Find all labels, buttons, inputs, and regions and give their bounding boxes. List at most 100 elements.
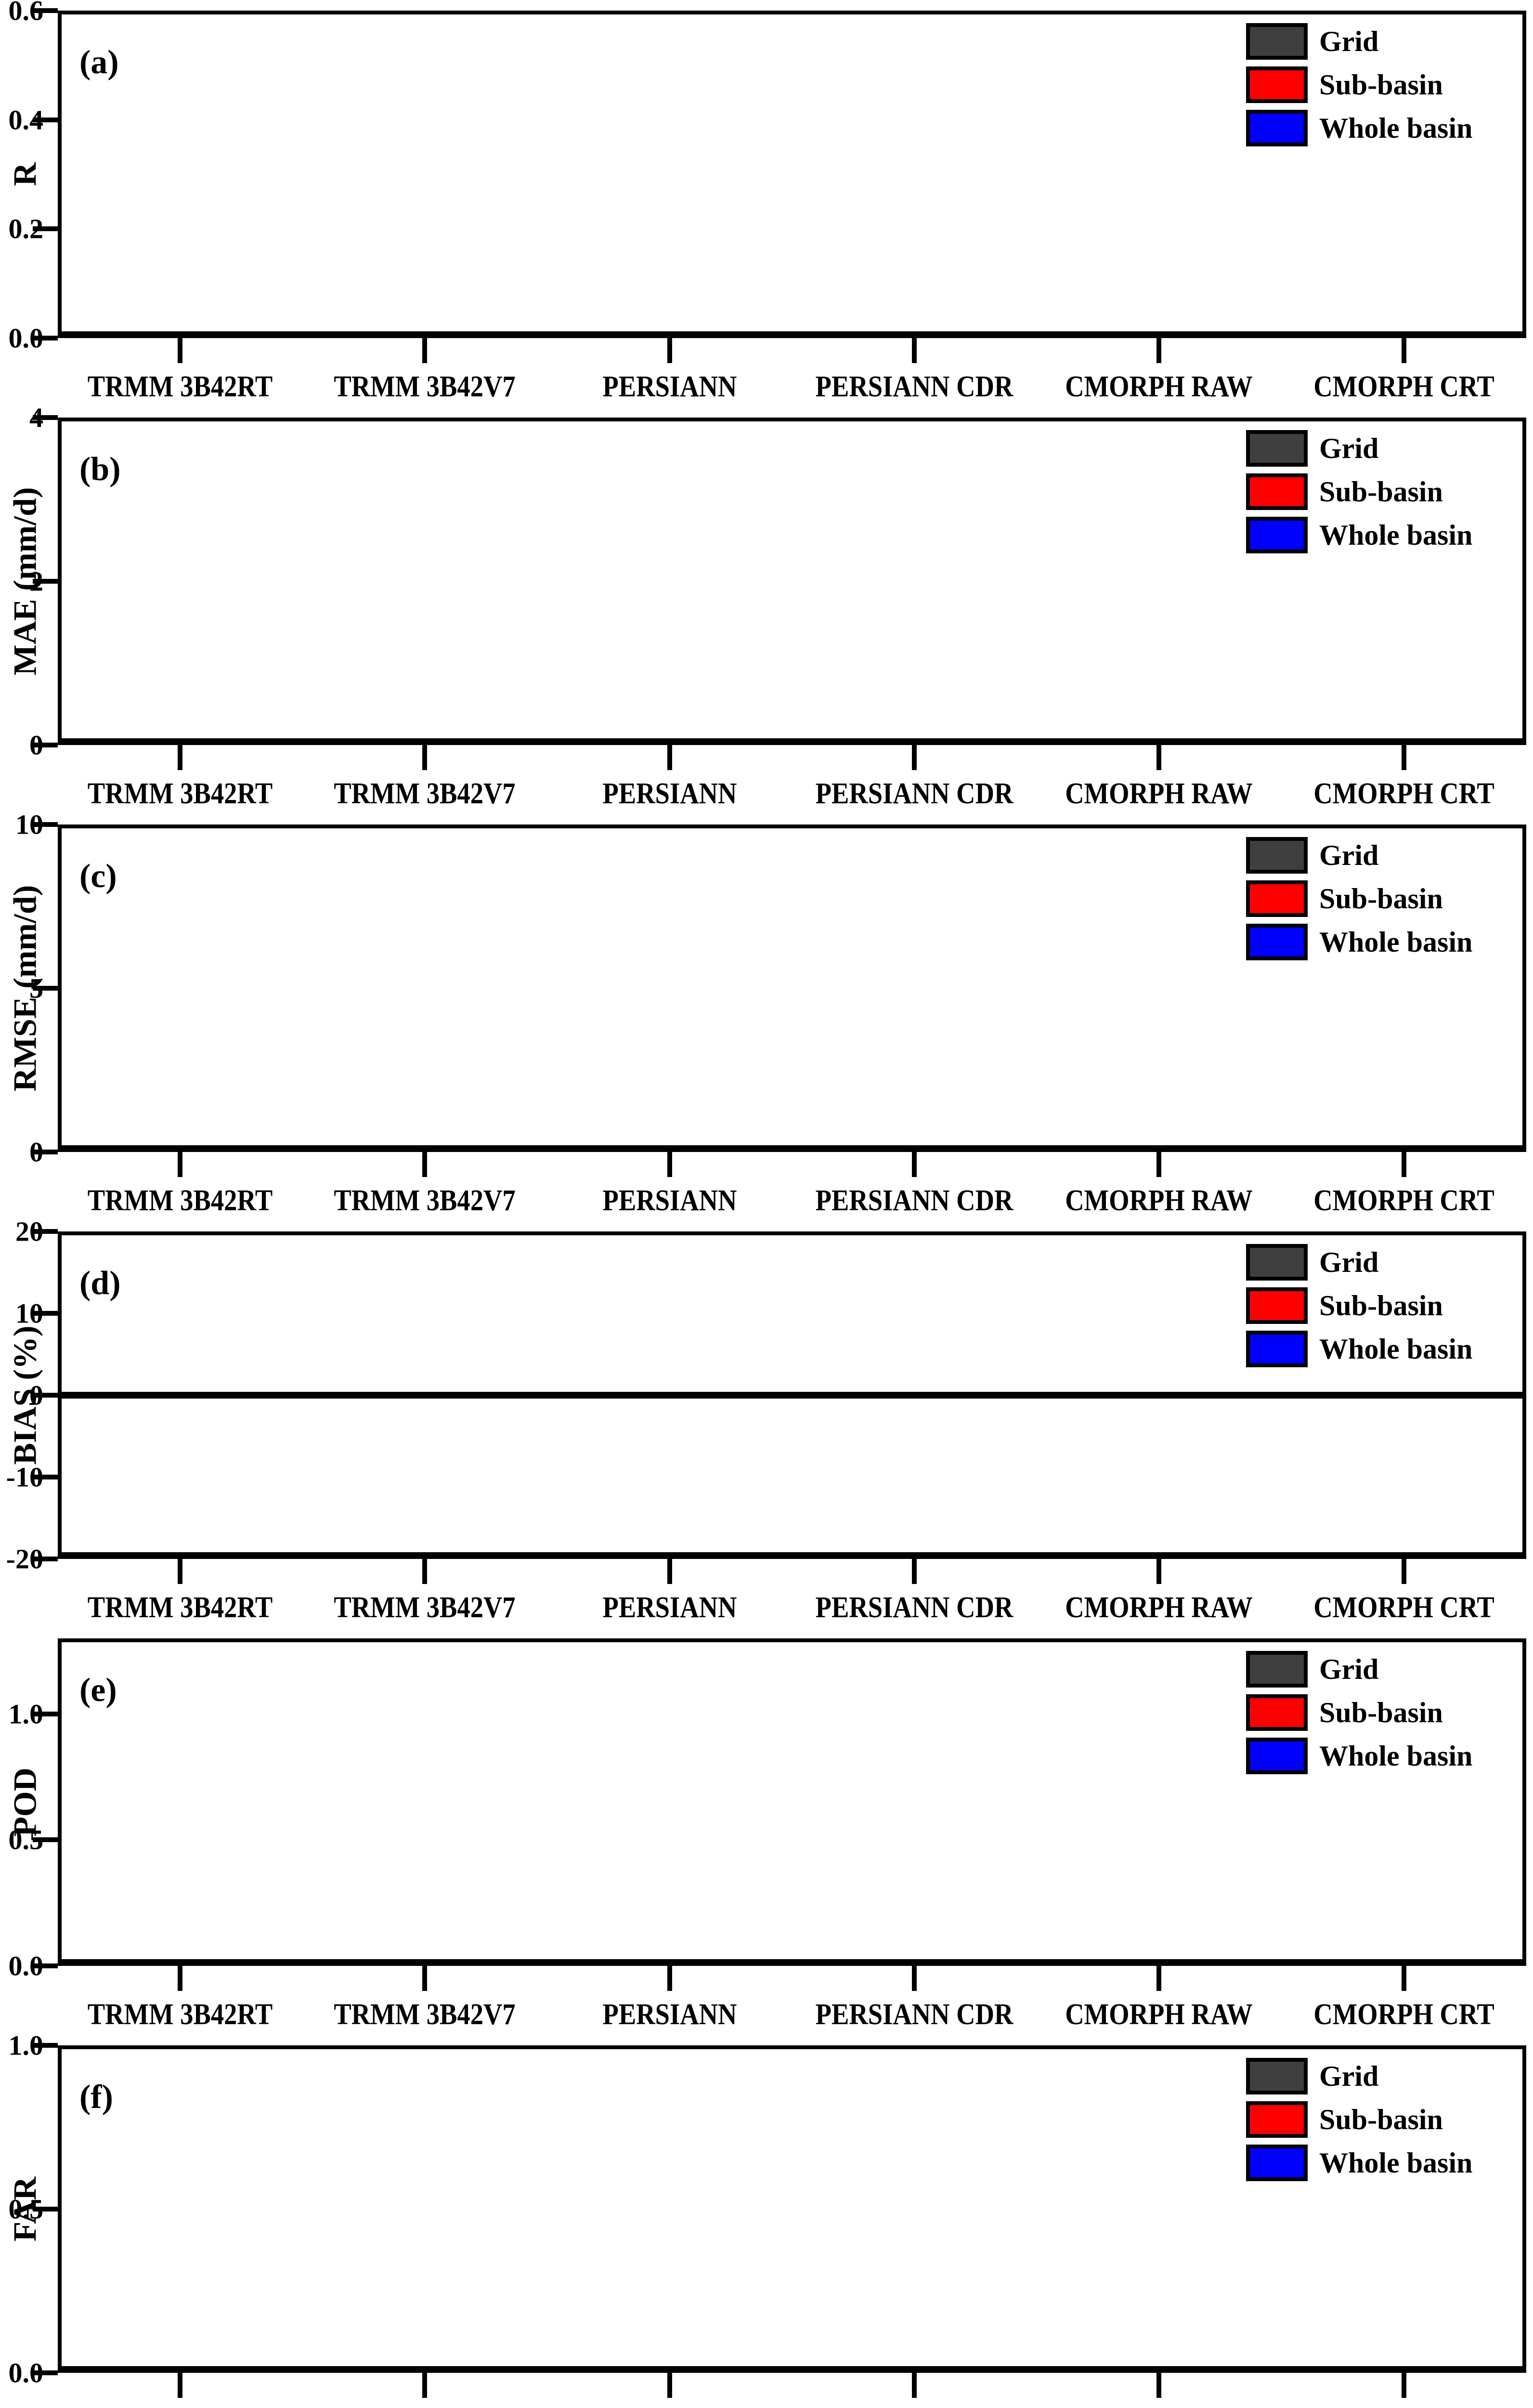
y-tick-mark: [33, 743, 58, 747]
x-tick-mark: [912, 2373, 917, 2398]
x-category-label: PERSIANN: [602, 777, 737, 810]
x-tick-mark: [912, 1966, 917, 1991]
x-category-label: PERSIANN CDR: [815, 370, 1013, 403]
legend-swatch-grid: [1246, 23, 1308, 60]
y-tick-mark: [33, 8, 58, 13]
x-tick-mark: [422, 745, 427, 770]
y-tick-mark: [33, 118, 58, 122]
legend-item: Whole basin: [1246, 924, 1472, 960]
x-tick-mark: [667, 1559, 672, 1584]
legend-item: Grid: [1246, 1651, 1472, 1688]
x-category-label: CMORPH RAW: [1065, 1591, 1253, 1624]
legend-swatch-grid: [1246, 837, 1308, 874]
legend-swatch-sub-basin: [1246, 880, 1308, 917]
legend-item: Grid: [1246, 2058, 1472, 2094]
y-tick-label: 0.4: [8, 104, 44, 136]
x-category-label: TRMM 3B42V7: [334, 1591, 516, 1624]
y-tick-label: 4: [29, 402, 43, 433]
legend-item-label: Grid: [1319, 2060, 1379, 2092]
panel-letter-e: (e): [79, 1672, 117, 1709]
x-tick-mark: [667, 1966, 672, 1991]
x-tick-mark: [1402, 1966, 1406, 1991]
x-tick-mark: [1402, 1559, 1406, 1584]
x-category-label: TRMM 3B42V7: [334, 1998, 516, 2031]
y-tick-label: 0.2: [8, 213, 44, 245]
x-category-label: PERSIANN CDR: [816, 2405, 1013, 2408]
x-tick-mark: [912, 745, 917, 770]
x-category-label: TRMM 3B42RT: [88, 2405, 273, 2408]
legend-swatch-sub-basin: [1246, 2101, 1308, 2138]
legend-swatch-whole-basin: [1246, 1331, 1308, 1367]
y-tick-mark: [33, 226, 58, 231]
x-tick-mark: [1402, 338, 1406, 363]
legend-item-label: Whole basin: [1319, 519, 1473, 551]
legend-item-label: Grid: [1319, 839, 1379, 871]
x-category-label: TRMM 3B42V7: [334, 1184, 516, 1217]
x-category-label: TRMM 3B42V7: [334, 777, 516, 810]
x-tick-mark: [667, 2373, 672, 2398]
y-tick-mark: [33, 2043, 58, 2048]
x-category-label: CMORPH CRT: [1313, 1998, 1494, 2031]
legend-item-label: Grid: [1319, 1653, 1379, 1685]
y-tick-mark: [33, 1475, 58, 1479]
x-category-label: TRMM 3B42RT: [87, 777, 273, 810]
legend: Grid Sub-basin Whole basin: [1246, 837, 1472, 967]
y-tick-label: 0.6: [8, 0, 44, 26]
x-category-label: CMORPH RAW: [1065, 370, 1253, 403]
y-tick-label: 10: [15, 1297, 43, 1329]
x-category-label: CMORPH RAW: [1065, 2405, 1252, 2408]
x-category-label: CMORPH CRT: [1313, 370, 1494, 403]
x-tick-mark: [1402, 2373, 1406, 2398]
x-tick-mark: [422, 338, 427, 363]
y-tick-label: 0.0: [8, 2357, 44, 2389]
legend-swatch-whole-basin: [1246, 924, 1308, 960]
x-category-label: CMORPH CRT: [1313, 777, 1494, 810]
y-tick-label: 0.0: [8, 322, 44, 354]
panel-c: RMSE (mm/d) 0 5 10 TRMM 3B42RT TRMM 3B42V7 PER…: [0, 809, 1533, 1221]
x-tick-mark: [1156, 338, 1161, 363]
x-tick-mark: [178, 1152, 182, 1177]
x-tick-mark: [912, 1152, 917, 1177]
y-tick-label: 1.0: [8, 1698, 44, 1730]
legend-swatch-sub-basin: [1246, 1287, 1308, 1324]
y-axis-label: R: [6, 162, 43, 186]
x-category-label: TRMM 3B42RT: [87, 370, 273, 403]
legend: Grid Sub-basin Whole basin: [1246, 2058, 1472, 2188]
plot-frame: [58, 11, 1526, 338]
y-tick-mark: [33, 822, 58, 827]
x-tick-mark: [667, 1152, 672, 1177]
x-category-label: PERSIANN: [603, 2405, 737, 2408]
legend-swatch-grid: [1246, 1244, 1308, 1281]
legend-item: Sub-basin: [1246, 473, 1472, 510]
legend-swatch-grid: [1246, 1651, 1308, 1688]
legend-swatch-whole-basin: [1246, 1738, 1308, 1774]
x-category-label: PERSIANN CDR: [815, 777, 1013, 810]
x-category-label: CMORPH CRT: [1313, 1591, 1494, 1624]
zero-axis-line: [58, 1392, 1526, 1399]
legend: Grid Sub-basin Whole basin: [1246, 1651, 1472, 1781]
y-tick-label: 1.0: [8, 2029, 44, 2061]
x-category-label: TRMM 3B42V7: [334, 2405, 515, 2408]
legend-item-label: Whole basin: [1319, 112, 1473, 144]
legend-item-label: Sub-basin: [1319, 1290, 1443, 1322]
y-tick-mark: [33, 1150, 58, 1154]
legend-item: Whole basin: [1246, 110, 1472, 146]
x-tick-mark: [667, 338, 672, 363]
x-tick-mark: [1156, 1559, 1161, 1584]
legend-item-label: Sub-basin: [1319, 2104, 1443, 2135]
y-tick-mark: [33, 986, 58, 991]
x-tick-mark: [178, 1966, 182, 1991]
x-category-label: PERSIANN CDR: [815, 1998, 1013, 2031]
legend-item: Whole basin: [1246, 2145, 1472, 2181]
y-tick-mark: [33, 1963, 58, 1968]
x-tick-mark: [1402, 745, 1406, 770]
legend-swatch-whole-basin: [1246, 2145, 1308, 2181]
legend-item: Grid: [1246, 1244, 1472, 1281]
y-tick-mark: [33, 1311, 58, 1316]
x-category-label: TRMM 3B42V7: [334, 370, 516, 403]
x-tick-mark: [1156, 2373, 1161, 2398]
y-tick-mark: [33, 336, 58, 340]
y-tick-mark: [33, 2207, 58, 2212]
y-tick-mark: [33, 415, 58, 420]
